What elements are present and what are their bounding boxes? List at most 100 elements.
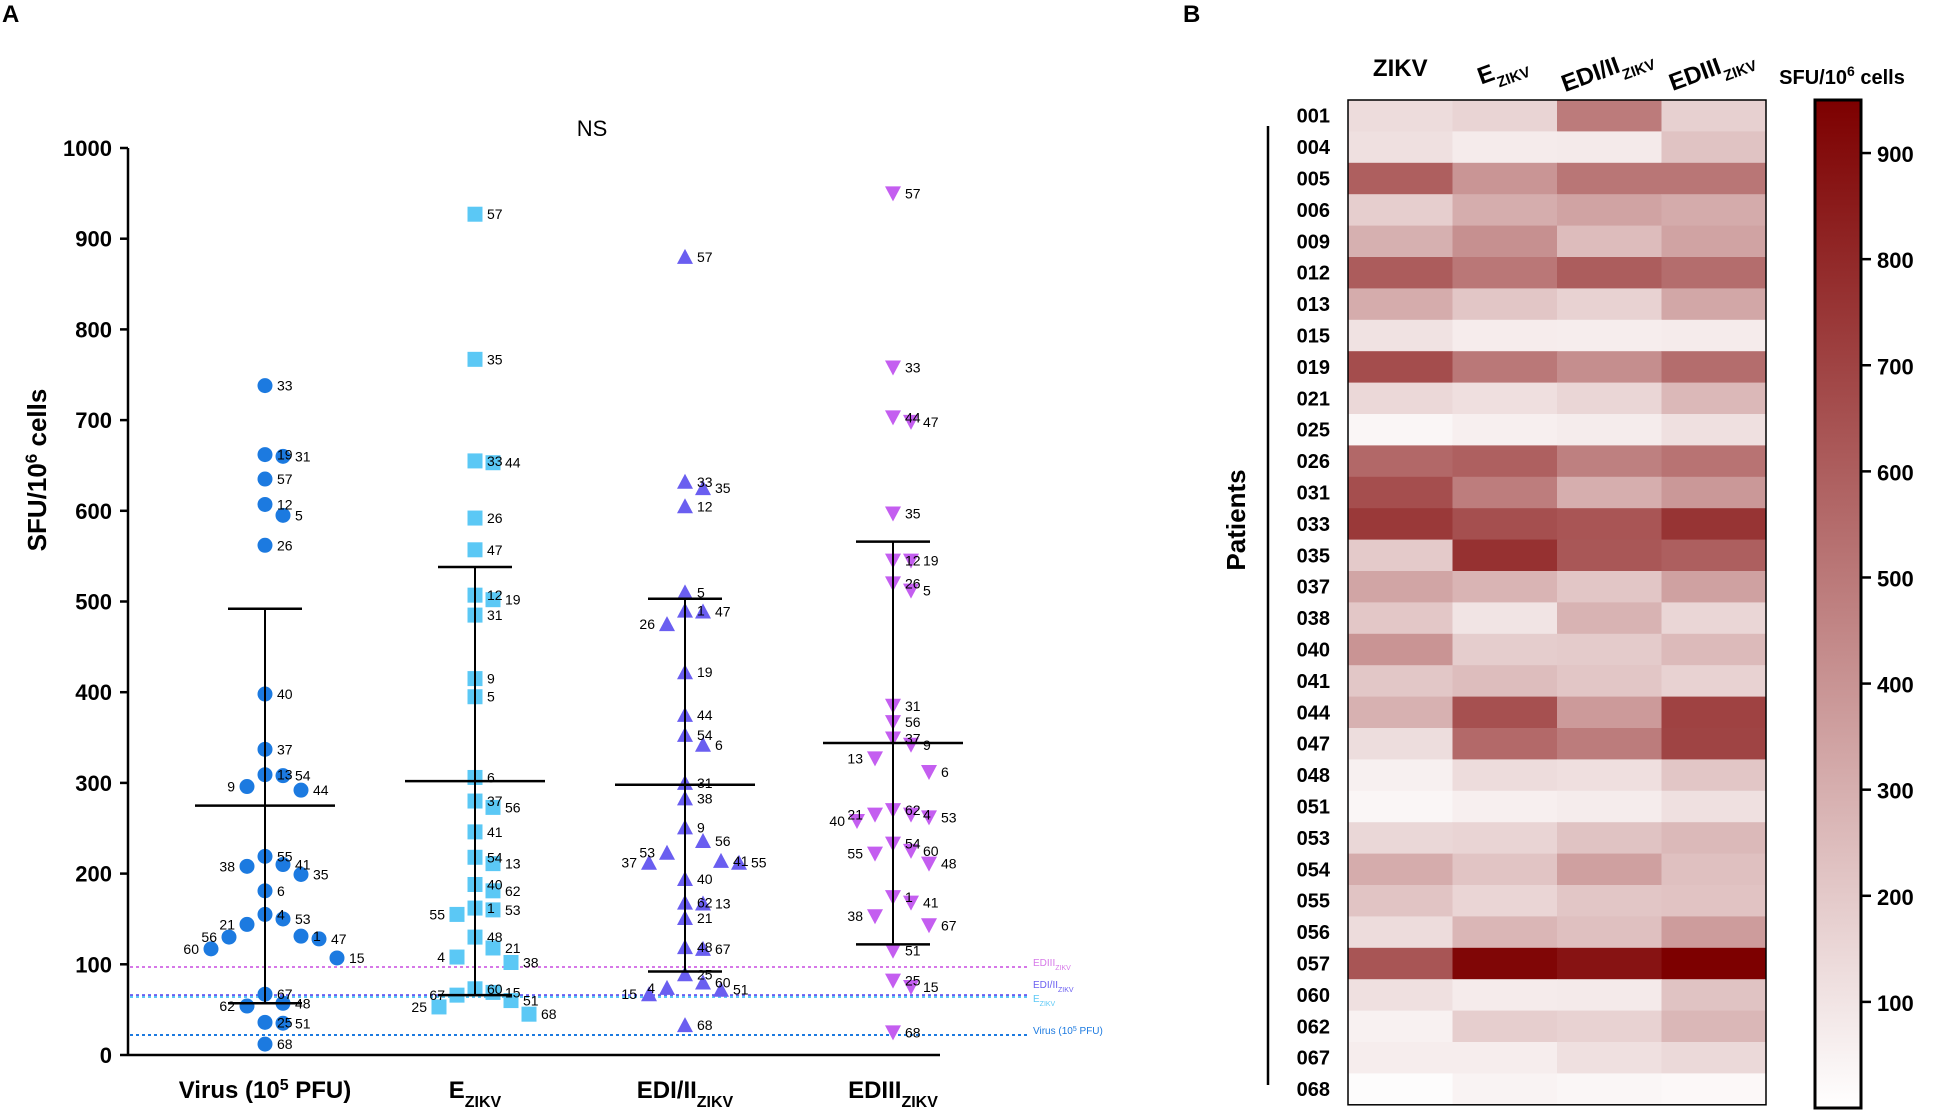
y-tick-label: 0 [100, 1043, 112, 1068]
heatmap-cell [1557, 382, 1662, 415]
data-point [677, 966, 693, 982]
heatmap-cell [1661, 257, 1767, 289]
colorbar-tick-label: 600 [1877, 460, 1914, 485]
heatmap-cell [1661, 414, 1767, 446]
data-point [293, 782, 309, 798]
data-point [903, 979, 919, 995]
heatmap-cell [1661, 696, 1767, 729]
heatmap-cell [1452, 979, 1558, 1012]
point-label: 15 [505, 984, 521, 1000]
point-label: 60 [715, 974, 731, 990]
data-point [677, 473, 693, 489]
point-label: 31 [487, 607, 503, 623]
point-label: 4 [277, 906, 285, 922]
point-label: 51 [733, 982, 749, 998]
data-point [485, 883, 501, 899]
data-point [903, 414, 919, 430]
data-point [885, 973, 901, 989]
point-label: 57 [487, 206, 503, 222]
point-label: 15 [349, 950, 365, 966]
patient-row-label: 048 [1297, 765, 1330, 787]
patient-row-label: 054 [1297, 859, 1331, 881]
y-tick-label: 700 [75, 408, 112, 433]
data-point [293, 928, 309, 944]
point-label: 62 [697, 895, 713, 911]
x-category-label: EZIKV [449, 1077, 502, 1111]
x-category-label: EDIIIZIKV [848, 1077, 938, 1111]
point-label: 26 [487, 510, 503, 526]
data-point [257, 496, 273, 512]
data-point [677, 248, 693, 264]
heatmap-cell [1557, 100, 1662, 132]
point-label: 21 [847, 807, 863, 823]
x-category-label: Virus (105 PFU) [179, 1077, 352, 1105]
heatmap-cell [1452, 131, 1558, 164]
point-label: 44 [697, 707, 713, 723]
data-point [257, 537, 273, 553]
point-label: 31 [905, 698, 921, 714]
heatmap-cell [1452, 853, 1558, 886]
point-label: 53 [639, 845, 655, 861]
patient-row-label: 031 [1297, 483, 1330, 505]
data-point [485, 902, 501, 918]
heatmap-cell [1452, 947, 1558, 980]
point-label: 33 [905, 359, 921, 375]
data-point [521, 1006, 537, 1022]
data-point [257, 1014, 273, 1030]
point-label: 41 [295, 857, 311, 873]
point-label: 25 [277, 1014, 293, 1030]
point-label: 21 [697, 910, 713, 926]
heatmap-cell [1661, 445, 1767, 478]
heatmap-cell [1661, 288, 1767, 321]
heatmap-cell [1557, 633, 1662, 666]
chart-title-ns: NS [577, 116, 608, 141]
patient-row-label: 040 [1297, 640, 1330, 662]
data-point [257, 1036, 273, 1052]
heatmap-cell [1452, 225, 1558, 258]
patient-row-label: 062 [1297, 1016, 1330, 1038]
heatmap-cell [1348, 225, 1453, 258]
data-point [257, 378, 273, 394]
heatmap-cell [1348, 979, 1453, 1012]
point-label: 47 [487, 542, 503, 558]
point-label: 13 [505, 856, 521, 872]
heatmap-cell [1661, 979, 1767, 1012]
point-label: 31 [697, 775, 713, 791]
point-label: 1 [905, 889, 913, 905]
data-point [885, 186, 901, 202]
data-point [677, 498, 693, 514]
point-label: 4 [437, 949, 445, 965]
y-tick-label: 900 [75, 227, 112, 252]
heatmap-cell [1348, 885, 1453, 917]
point-label: 40 [487, 876, 503, 892]
patient-row-label: 033 [1297, 514, 1330, 536]
heatmap-cell [1452, 414, 1558, 446]
point-label: 60 [487, 981, 503, 997]
point-label: 62 [905, 802, 921, 818]
heatmap-cell [1661, 665, 1767, 698]
data-point [695, 832, 711, 848]
point-label: 9 [697, 819, 705, 835]
heatmap-cell [1452, 100, 1558, 132]
point-label: 26 [277, 537, 293, 553]
data-point [867, 807, 883, 823]
heatmap-cell [1348, 602, 1453, 635]
patient-row-label: 006 [1297, 200, 1330, 222]
point-label: 12 [697, 498, 713, 514]
heatmap-cell [1348, 382, 1453, 415]
heatmap-cell [1661, 916, 1767, 949]
point-label: 6 [277, 883, 285, 899]
point-label: 41 [923, 895, 939, 911]
data-point [467, 542, 483, 558]
colorbar-tick-label: 800 [1877, 248, 1914, 273]
patient-row-label: 044 [1297, 702, 1331, 724]
colorbar-title: SFU/106 cells [1779, 63, 1905, 89]
data-point [203, 941, 219, 957]
heatmap-cell [1452, 382, 1558, 415]
heatmap-cell [1452, 351, 1558, 384]
patient-row-label: 053 [1297, 828, 1330, 850]
heatmap-cell [1452, 790, 1558, 823]
heatmap-cell [1557, 445, 1662, 478]
point-label: 68 [541, 1006, 557, 1022]
heatmap-cell [1348, 759, 1453, 792]
